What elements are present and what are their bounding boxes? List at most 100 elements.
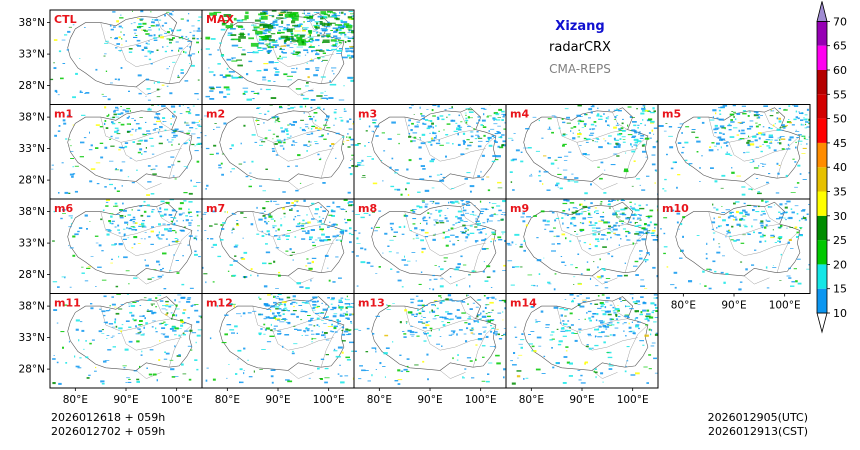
echo-cell [414, 227, 418, 230]
echo-cell [510, 360, 513, 362]
echo-cell [261, 141, 266, 143]
echo-cell [653, 297, 658, 299]
echo-cell [135, 333, 140, 335]
echo-cell [94, 235, 99, 237]
echo-cell [601, 234, 606, 236]
echo-cell [292, 259, 294, 261]
echo-cell [631, 208, 637, 211]
echo-cell [120, 106, 122, 107]
echo-cell [153, 373, 157, 376]
echo-cell [153, 82, 155, 84]
echo-cell [144, 259, 146, 261]
echo-cell [53, 39, 58, 41]
panel-field [354, 104, 506, 199]
echo-cell [535, 150, 540, 152]
echo-cell [557, 167, 560, 169]
echo-cell [599, 177, 603, 180]
echo-cell [638, 257, 643, 260]
echo-cell [580, 382, 586, 384]
echo-cell [498, 108, 502, 111]
echo-cell [156, 49, 159, 51]
echo-cell [294, 236, 297, 238]
province-boundary [612, 206, 628, 225]
echo-cell [458, 329, 463, 331]
echo-cell [708, 149, 714, 152]
echo-cell [370, 227, 373, 229]
echo-cell [763, 234, 766, 237]
echo-cell [627, 239, 629, 241]
echo-cell [202, 213, 207, 215]
echo-cell [116, 43, 120, 45]
echo-cell [457, 133, 459, 136]
echo-cell [162, 267, 164, 270]
echo-cell [426, 127, 431, 130]
valid-time-utc: 2026012905(UTC) [707, 411, 808, 424]
echo-cell [165, 305, 169, 307]
echo-cell [194, 309, 199, 312]
echo-cell [330, 16, 337, 17]
echo-cell [274, 62, 279, 63]
echo-cell [452, 224, 455, 226]
echo-cell [100, 380, 105, 383]
echo-cell [101, 250, 104, 252]
echo-cell [562, 335, 567, 337]
echo-cell [311, 50, 313, 53]
echo-cell [689, 163, 691, 166]
echo-cell [132, 226, 136, 228]
echo-cell [457, 202, 460, 204]
echo-cell [613, 146, 618, 148]
echo-cell [773, 236, 775, 238]
echo-cell [196, 124, 201, 126]
echo-cell [115, 168, 117, 170]
echo-cell [420, 165, 425, 167]
echo-cell [321, 334, 324, 337]
echo-cell [128, 305, 130, 307]
echo-cell [271, 148, 275, 150]
echo-cell [246, 73, 249, 76]
echo-cell [310, 106, 313, 109]
echo-cell [789, 136, 794, 139]
echo-cell [613, 119, 617, 120]
echo-cell [299, 182, 302, 184]
echo-cell [301, 223, 306, 225]
province-boundary [168, 41, 193, 84]
echo-cell [321, 61, 323, 62]
echo-cell [721, 212, 726, 213]
echo-cell [259, 21, 265, 23]
echo-cell [321, 302, 323, 304]
colorbar-tick-label: 35 [833, 186, 847, 199]
echo-cell [357, 162, 362, 164]
echo-cell [632, 217, 635, 220]
echo-cell [348, 167, 351, 169]
echo-cell [612, 306, 615, 309]
echo-cell [140, 10, 144, 13]
echo-cell [639, 231, 643, 233]
echo-cell [189, 216, 193, 217]
echo-cell [237, 358, 239, 360]
echo-cell [423, 332, 425, 334]
echo-cell [61, 276, 66, 278]
echo-cell [722, 219, 726, 222]
echo-cell [739, 281, 743, 283]
echo-cell [271, 116, 274, 118]
echo-cell [560, 330, 566, 332]
echo-cell [268, 215, 273, 218]
echo-cell [588, 317, 591, 320]
echo-cell [796, 182, 800, 184]
echo-cell [594, 303, 599, 305]
echo-cell [173, 110, 176, 113]
echo-cell [562, 222, 564, 225]
echo-cell [406, 182, 410, 185]
echo-cell [550, 162, 555, 165]
echo-cell [72, 235, 76, 238]
echo-cell [645, 324, 649, 326]
echo-cell [772, 267, 777, 268]
echo-cell [679, 123, 684, 125]
echo-cell [310, 128, 313, 130]
echo-cell [236, 332, 238, 334]
echo-cell [338, 41, 342, 44]
echo-cell [351, 154, 354, 156]
echo-cell [161, 274, 164, 276]
echo-cell [800, 124, 805, 126]
echo-cell [253, 26, 260, 29]
